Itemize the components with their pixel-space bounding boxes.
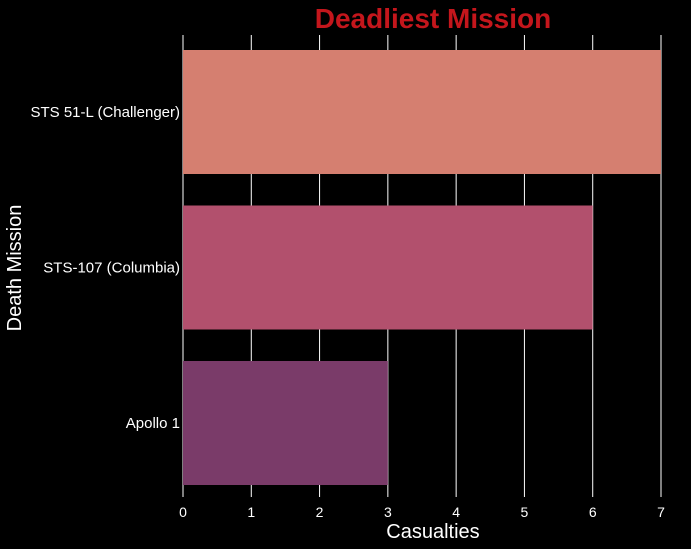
y-tick-labels: STS 51-L (Challenger) STS-107 (Columbia) A…: [30, 104, 180, 432]
bars: [183, 50, 661, 485]
x-tick-label-3: 3: [384, 504, 392, 520]
y-tick-label-3: Apollo 1: [126, 415, 180, 432]
x-tick-label-0: 0: [179, 504, 187, 520]
x-tick-label-5: 5: [521, 504, 529, 520]
x-tick-label-4: 4: [452, 504, 460, 520]
bar-3: [183, 361, 388, 485]
x-tick-label-1: 1: [247, 504, 255, 520]
x-axis-label: Casualties: [386, 521, 479, 543]
x-tick-label-7: 7: [657, 504, 665, 520]
y-axis-label: Death Mission: [4, 205, 26, 332]
y-tick-label-1: STS 51-L (Challenger): [30, 104, 180, 121]
bar-2: [183, 205, 593, 330]
y-tick-label-2: STS-107 (Columbia): [43, 260, 180, 277]
x-tick-labels: 0 1 2 3 4 5 6 7: [179, 504, 665, 520]
chart-title: Deadliest Mission: [315, 3, 552, 34]
x-tick-label-2: 2: [316, 504, 324, 520]
bar-1: [183, 50, 661, 174]
x-tick-label-6: 6: [589, 504, 597, 520]
